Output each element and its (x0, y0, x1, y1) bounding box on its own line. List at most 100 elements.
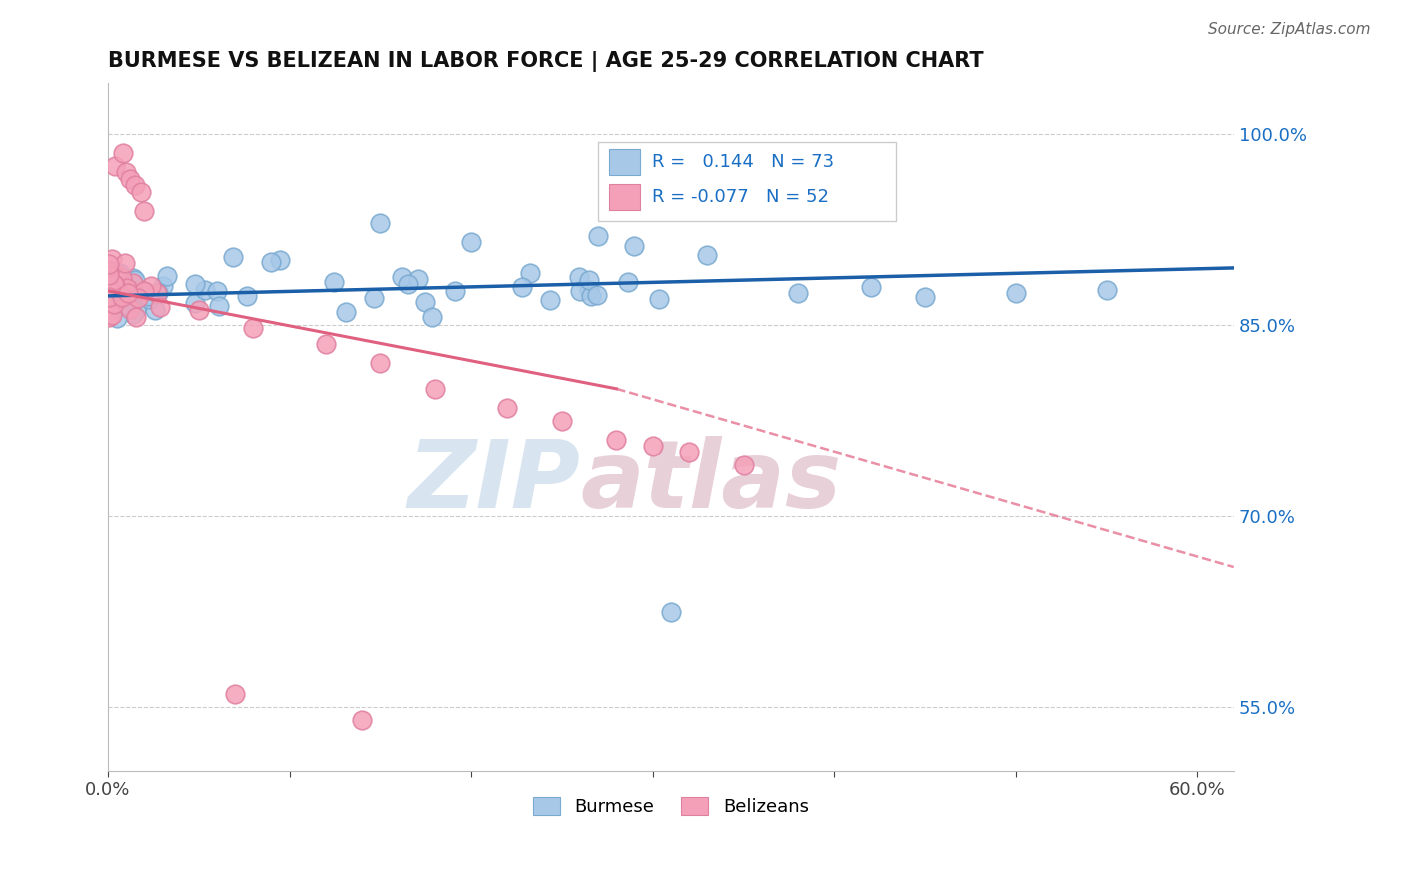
Point (129, 185, 152, 199)
Point (105, 311, 128, 326)
Point (1095, 283, 1118, 297)
Text: Source: ZipAtlas.com: Source: ZipAtlas.com (1208, 22, 1371, 37)
Point (787, 286, 810, 301)
Point (146, 285, 169, 300)
Point (1005, 286, 1028, 301)
Point (118, 278, 141, 293)
Point (733, 458, 755, 473)
Point (101, 294, 124, 309)
Point (398, 277, 420, 291)
Point (105, 267, 128, 281)
Point (143, 303, 166, 318)
Point (323, 275, 346, 289)
Point (152, 279, 174, 293)
FancyBboxPatch shape (598, 142, 896, 221)
Point (100, 308, 122, 322)
Point (118, 171, 141, 186)
Point (124, 178, 146, 193)
Point (98, 268, 121, 282)
Point (696, 248, 718, 262)
Point (496, 401, 519, 415)
FancyBboxPatch shape (609, 149, 641, 176)
Point (194, 283, 217, 297)
Point (408, 272, 430, 286)
Point (108, 292, 131, 306)
Point (568, 269, 591, 284)
Point (118, 283, 141, 297)
Point (617, 276, 640, 290)
Point (551, 414, 574, 428)
Point (648, 292, 671, 306)
Point (444, 284, 467, 298)
Point (205, 285, 228, 299)
Text: BURMESE VS BELIZEAN IN LABOR FORCE | AGE 25-29 CORRELATION CHART: BURMESE VS BELIZEAN IN LABOR FORCE | AGE… (108, 51, 984, 71)
Point (115, 281, 138, 295)
Point (315, 337, 337, 351)
Point (121, 287, 143, 301)
Point (184, 295, 207, 310)
Point (100, 269, 122, 284)
Point (134, 284, 156, 298)
Point (242, 320, 264, 334)
Point (111, 287, 134, 301)
Point (103, 292, 125, 306)
Point (97, 290, 120, 304)
Point (97, 264, 120, 278)
FancyBboxPatch shape (609, 184, 641, 210)
Point (260, 255, 283, 269)
Point (118, 278, 141, 293)
Point (98, 266, 121, 280)
Point (101, 289, 124, 303)
Point (122, 271, 145, 285)
Point (97, 310, 120, 325)
Point (101, 301, 124, 316)
Point (184, 277, 207, 291)
Point (114, 290, 136, 304)
Point (107, 288, 129, 302)
Point (363, 291, 385, 305)
Point (678, 445, 700, 459)
Point (641, 439, 664, 453)
Point (127, 291, 149, 305)
Point (121, 285, 143, 300)
Point (581, 289, 603, 303)
Point (510, 279, 533, 293)
Point (103, 297, 125, 311)
Text: R =   0.144   N = 73: R = 0.144 N = 73 (652, 153, 834, 171)
Point (124, 272, 146, 286)
Point (122, 307, 145, 321)
Point (97, 257, 120, 271)
Point (391, 269, 413, 284)
Point (141, 279, 163, 293)
Point (131, 284, 153, 298)
Point (125, 302, 148, 317)
Point (111, 146, 134, 161)
Point (187, 302, 209, 317)
Point (111, 270, 134, 285)
Point (586, 288, 609, 302)
Point (118, 301, 141, 316)
Text: ZIP: ZIP (408, 436, 581, 528)
Point (134, 203, 156, 218)
Point (149, 300, 172, 314)
Point (222, 250, 245, 264)
Point (335, 304, 357, 318)
Point (120, 293, 142, 307)
Point (148, 286, 170, 301)
Point (578, 273, 600, 287)
Point (111, 290, 134, 304)
Point (117, 286, 139, 301)
Text: atlas: atlas (581, 436, 842, 528)
Point (423, 382, 446, 396)
Point (224, 687, 246, 701)
Point (578, 283, 600, 297)
Point (104, 159, 127, 173)
Point (235, 289, 257, 303)
Point (101, 252, 124, 267)
Point (100, 298, 122, 312)
Point (413, 295, 436, 310)
Text: R = -0.077   N = 52: R = -0.077 N = 52 (652, 187, 828, 206)
Point (110, 266, 132, 280)
Point (114, 296, 136, 310)
Point (623, 239, 645, 253)
